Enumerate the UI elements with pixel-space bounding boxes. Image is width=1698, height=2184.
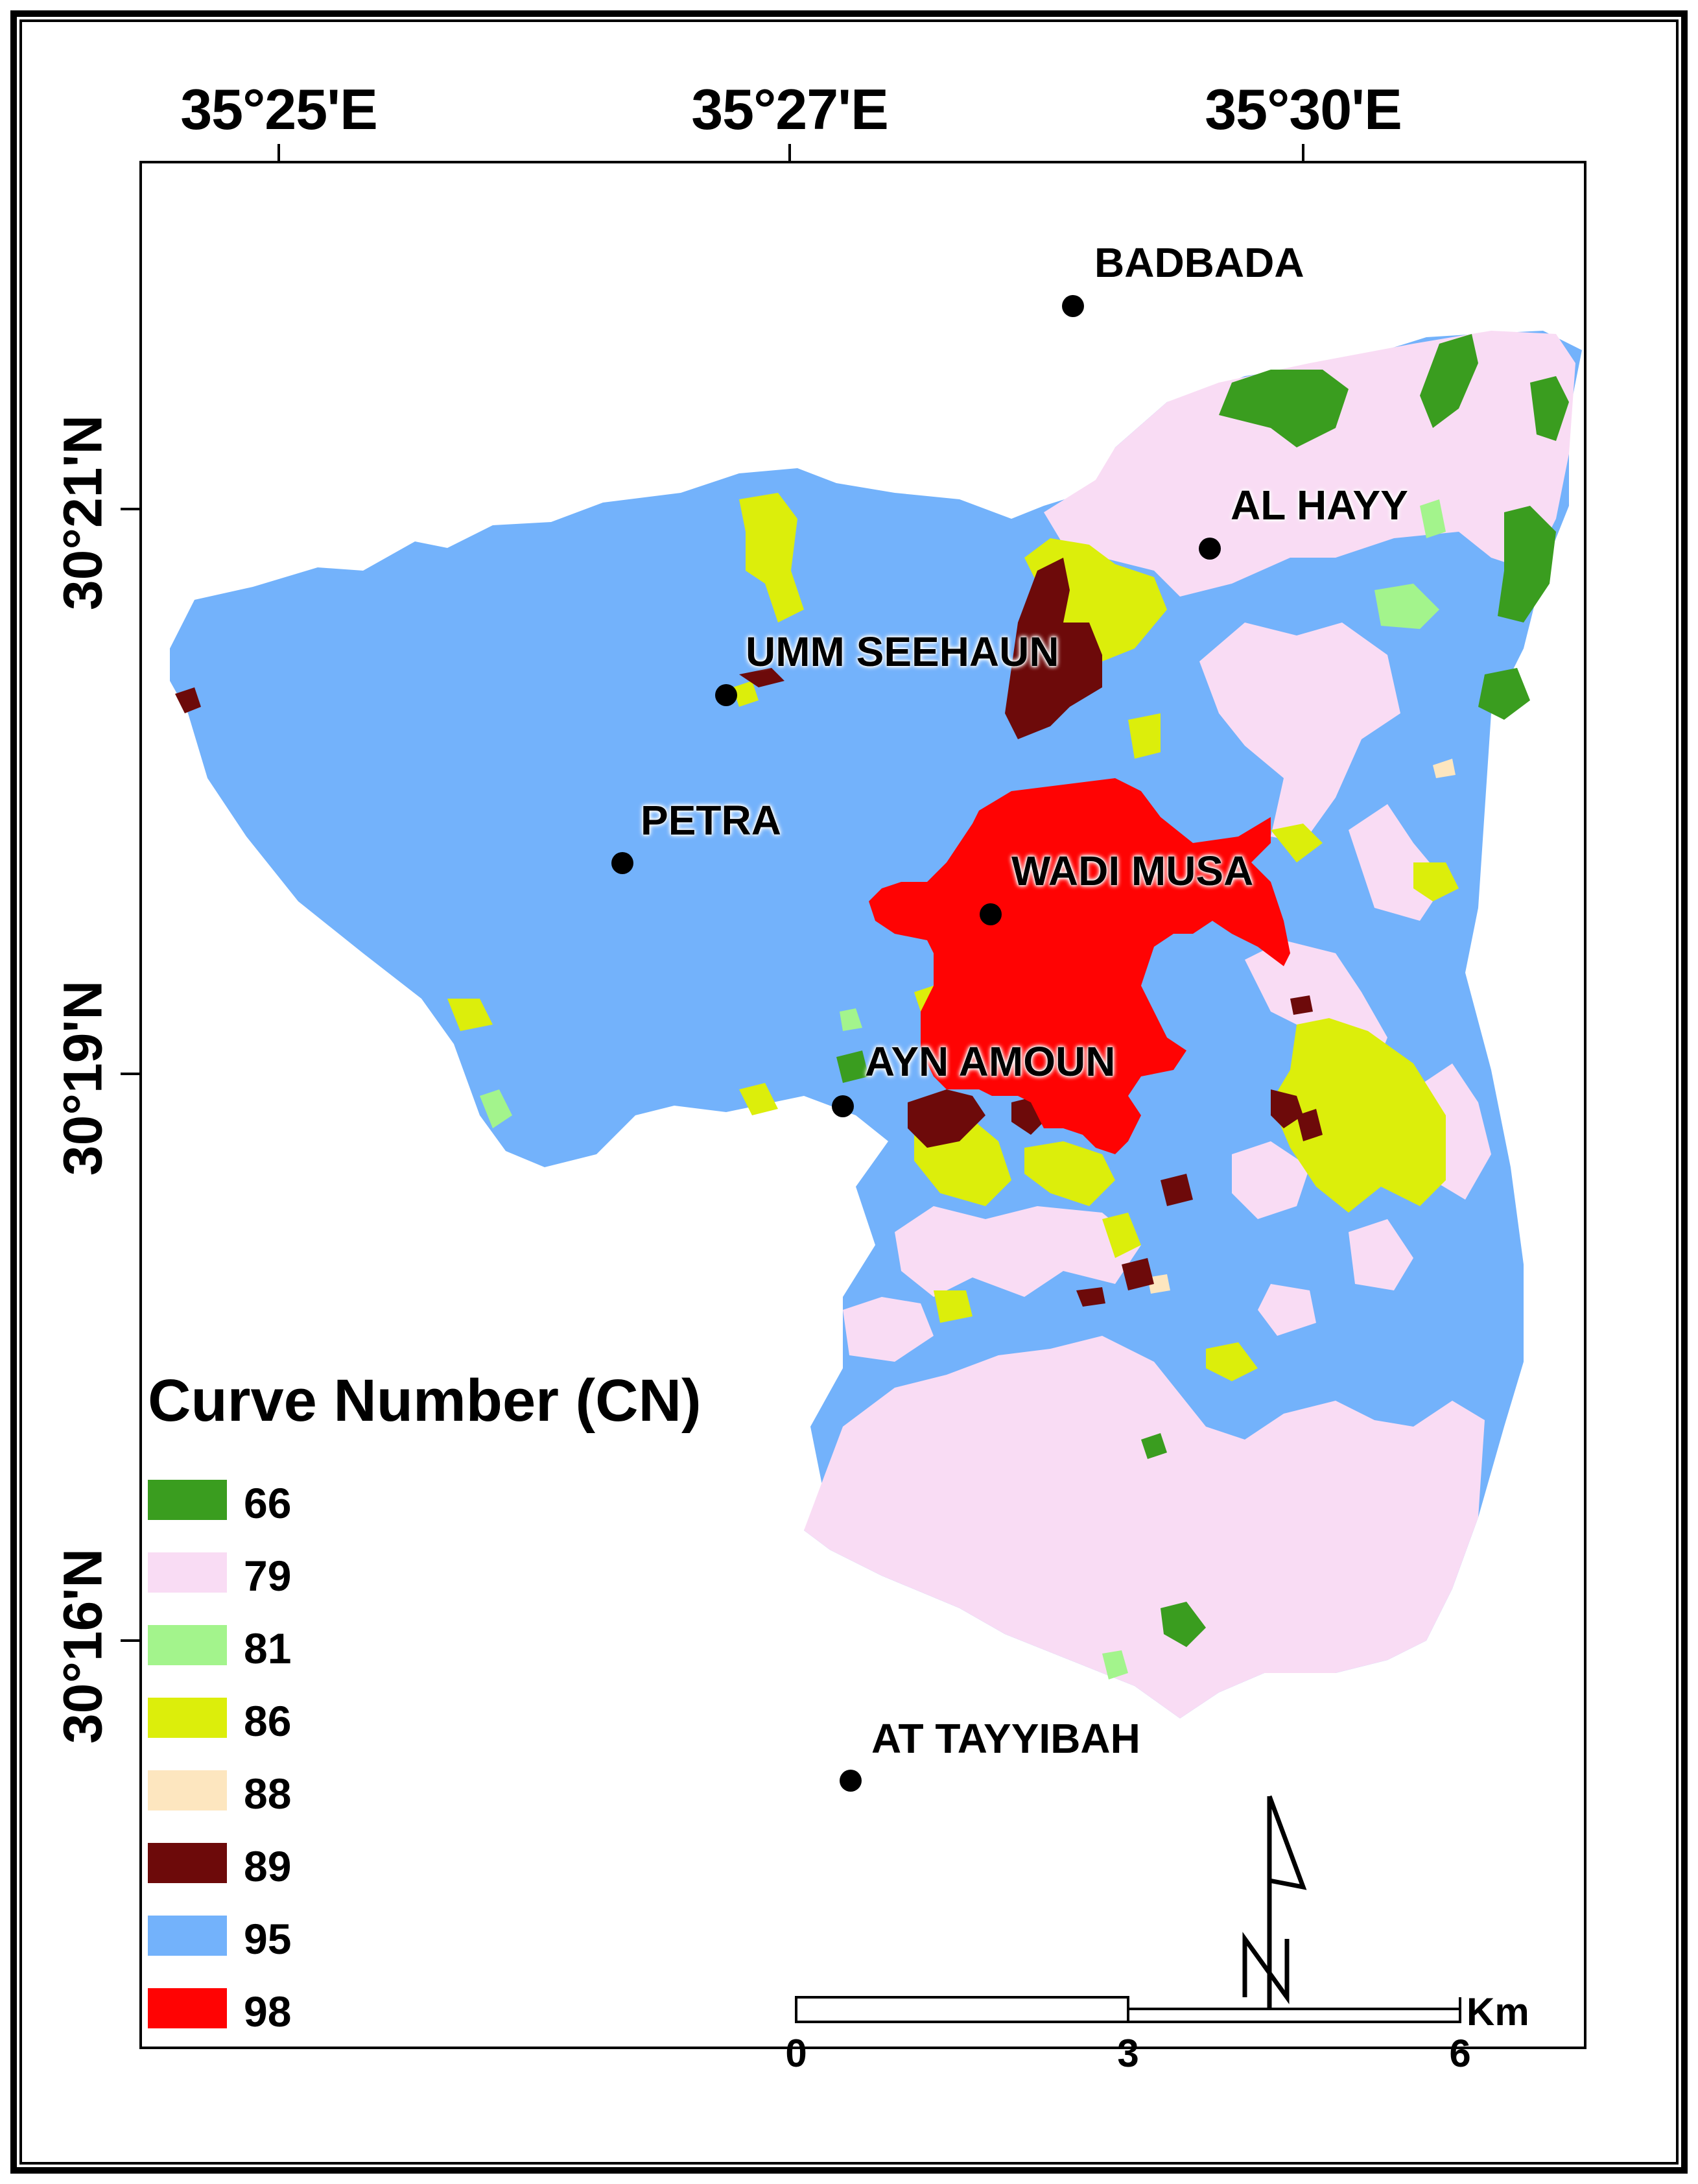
legend-label: 79 — [244, 1552, 292, 1600]
place-label-badbada: BADBADA — [1094, 239, 1304, 286]
place-markers — [611, 295, 1221, 1792]
legend-label: 89 — [244, 1842, 292, 1890]
legend-label: 86 — [244, 1697, 292, 1745]
place-label-ayn-amoun: AYN AMOUN — [865, 1038, 1116, 1085]
inner-frame — [19, 19, 1679, 2165]
place-label-at-tayyibah: AT TAYYIBAH — [871, 1715, 1140, 1762]
legend-swatch — [148, 1770, 227, 1810]
place-label-wadi-musa: WADI MUSA — [1011, 848, 1254, 894]
cn89-regions — [175, 558, 1323, 1307]
cn81-regions — [480, 499, 1446, 1680]
cn66-regions — [836, 334, 1569, 1647]
legend-swatch — [148, 1988, 227, 2028]
lat-label-3: 30°16'N — [52, 1548, 113, 1744]
legend-swatch — [148, 1625, 227, 1665]
legend-swatch — [148, 1916, 227, 1956]
legend-swatch — [148, 1843, 227, 1883]
lat-label-2: 30°19'N — [52, 980, 113, 1176]
legend-label: 66 — [244, 1479, 292, 1527]
graticule-ticks — [121, 144, 1304, 1642]
scale-tick-6: 6 — [1449, 2032, 1471, 2075]
north-arrow-icon — [1242, 1795, 1307, 2017]
legend-swatch — [148, 1552, 227, 1593]
map-frame — [139, 161, 1586, 2049]
legend-label: 98 — [244, 1988, 292, 2036]
legend-swatch — [148, 1480, 227, 1520]
scale-tick-0: 0 — [785, 2032, 807, 2075]
place-label-umm-seehaun: UMM SEEHAUN — [746, 628, 1059, 675]
lon-label-2: 35°27'E — [691, 77, 889, 141]
legend-swatch — [148, 1698, 227, 1738]
scale-tick-3: 3 — [1117, 2032, 1139, 2075]
legend-label: 88 — [244, 1770, 292, 1818]
cn98-region — [869, 778, 1290, 1154]
lon-label-3: 35°30'E — [1205, 77, 1402, 141]
outer-frame — [10, 10, 1688, 2174]
lon-label-1: 35°25'E — [180, 77, 378, 141]
legend-title: Curve Number (CN) — [148, 1368, 702, 1434]
lat-label-1: 30°21'N — [52, 414, 113, 611]
scale-bar — [795, 1996, 1461, 2023]
legend-label: 95 — [244, 1915, 292, 1963]
place-label-al-hayy: AL HAYY — [1231, 482, 1408, 528]
place-label-petra: PETRA — [641, 797, 781, 844]
legend-label: 81 — [244, 1624, 292, 1672]
scale-unit: Km — [1467, 1990, 1529, 2034]
